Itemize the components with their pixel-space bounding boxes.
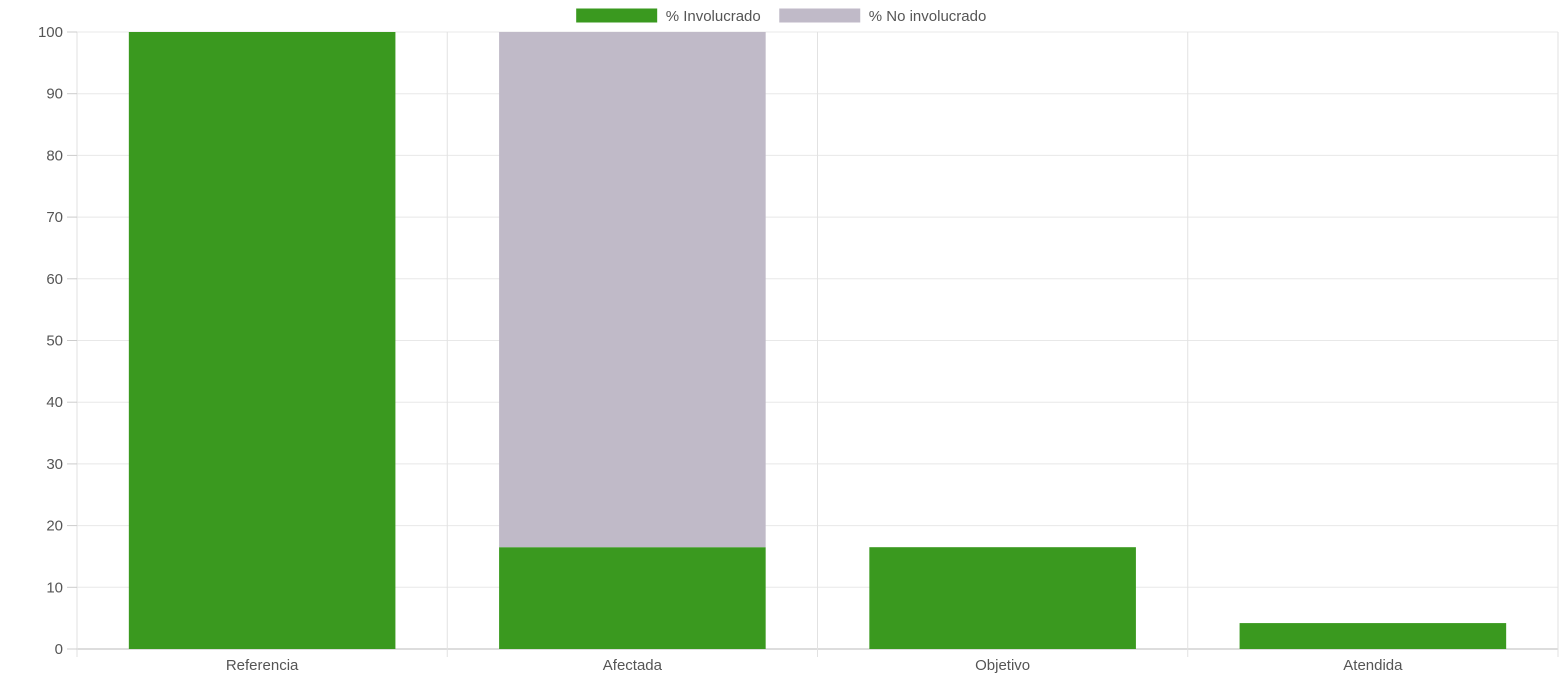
y-tick-label: 70 (46, 209, 63, 226)
x-tick-label: Referencia (226, 657, 299, 674)
x-tick-label: Objetivo (975, 657, 1030, 674)
legend-swatch (778, 7, 862, 24)
y-tick-label: 100 (38, 24, 63, 41)
y-tick-label: 20 (46, 518, 63, 535)
legend-swatch (575, 7, 659, 24)
bar-involucrado-referencia[interactable] (128, 32, 396, 649)
y-tick-label: 60 (46, 271, 63, 288)
y-tick-label: 10 (46, 579, 63, 596)
y-tick-label: 80 (46, 147, 63, 164)
legend: % Involucrado % No involucrado (575, 7, 987, 25)
legend-item[interactable]: % No involucrado (778, 7, 987, 25)
x-tick-label: Afectada (603, 657, 663, 674)
bars-layer (128, 32, 1507, 649)
bar-involucrado-objetivo[interactable] (869, 547, 1136, 649)
bar-involucrado-atendida[interactable] (1239, 623, 1507, 649)
y-tick-label: 50 (46, 333, 63, 350)
axis-layer: 0 10 20 30 40 50 60 70 80 90 100 Referencia Afectada… (38, 24, 1403, 674)
legend-item[interactable]: % Involucrado (575, 7, 761, 25)
bar-involucrado-afectada[interactable] (499, 547, 766, 649)
legend-label: % Involucrado (666, 8, 761, 25)
y-tick-label: 40 (46, 394, 63, 411)
x-tick-label: Atendida (1343, 657, 1403, 674)
bar-no-involucrado-afectada[interactable] (499, 32, 766, 548)
legend-label: % No involucrado (869, 8, 987, 25)
y-tick-label: 0 (55, 641, 63, 658)
y-tick-label: 90 (46, 86, 63, 103)
y-tick-label: 30 (46, 456, 63, 473)
